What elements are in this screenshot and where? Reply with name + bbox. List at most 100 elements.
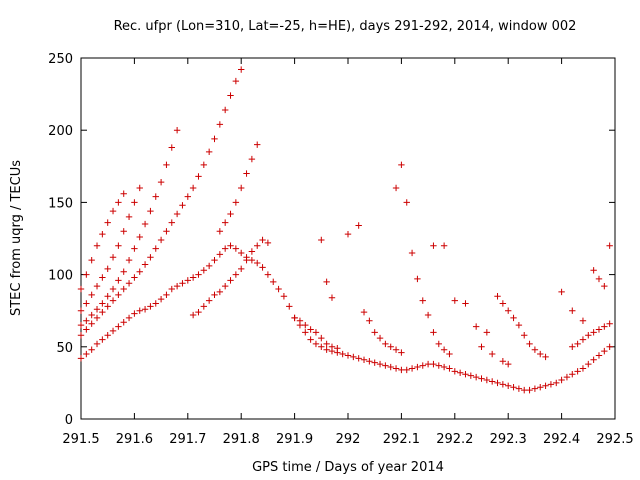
- data-point: [478, 375, 485, 382]
- x-tick-label: 291.5: [62, 432, 99, 447]
- data-point: [238, 66, 245, 73]
- data-point: [526, 386, 533, 394]
- data-point: [440, 363, 448, 371]
- data-point: [195, 173, 202, 180]
- data-point: [318, 334, 325, 342]
- data-point: [77, 285, 85, 293]
- data-point: [435, 362, 442, 369]
- data-point: [83, 317, 90, 325]
- data-point: [339, 350, 346, 358]
- x-tick-label: 292.2: [436, 432, 473, 447]
- data-point: [408, 365, 416, 372]
- data-point: [205, 262, 213, 270]
- data-point: [264, 271, 272, 278]
- data-point: [179, 202, 186, 209]
- data-point: [104, 303, 111, 310]
- data-point: [574, 368, 581, 375]
- data-point: [131, 245, 138, 252]
- data-point: [152, 193, 159, 200]
- data-point: [606, 320, 613, 327]
- data-point: [521, 386, 528, 394]
- data-point: [195, 308, 202, 316]
- data-point: [173, 127, 181, 134]
- data-point: [488, 378, 496, 385]
- data-point: [542, 382, 549, 389]
- x-tick-label: 292.5: [596, 432, 633, 447]
- data-point: [467, 372, 475, 379]
- data-point: [232, 77, 240, 85]
- data-point: [157, 236, 165, 244]
- data-point: [547, 381, 555, 388]
- data-point: [173, 282, 181, 290]
- data-point: [382, 340, 389, 348]
- data-point: [238, 249, 245, 257]
- data-point: [125, 213, 133, 221]
- data-point: [569, 343, 576, 350]
- data-point: [371, 329, 378, 336]
- data-point: [88, 311, 95, 319]
- data-point: [382, 362, 389, 369]
- data-point: [328, 294, 336, 301]
- data-point: [104, 219, 111, 226]
- data-point: [141, 306, 149, 313]
- data-point: [360, 308, 368, 316]
- y-axis: 0 50 100 150 200 250: [48, 52, 615, 428]
- data-point: [286, 303, 293, 310]
- data-point: [456, 369, 464, 376]
- data-point: [579, 365, 587, 372]
- data-point: [248, 155, 256, 163]
- data-point: [254, 242, 261, 249]
- y-tick-label: 150: [48, 196, 73, 211]
- data-point: [440, 346, 448, 353]
- data-point: [601, 323, 608, 330]
- data-point: [141, 220, 149, 228]
- data-point: [179, 280, 186, 287]
- data-point: [216, 228, 224, 235]
- data-point: [595, 352, 603, 359]
- x-axis: 291.5 291.6 291.7 291.8 291.9 292 292.1 292.2 29…: [62, 58, 634, 447]
- data-point: [157, 295, 165, 303]
- data-point: [446, 365, 453, 372]
- data-point: [569, 371, 576, 378]
- data-point: [104, 293, 111, 300]
- data-point: [307, 336, 314, 343]
- data-point: [109, 327, 117, 335]
- data-point: [296, 317, 304, 325]
- y-tick-label: 0: [65, 413, 73, 428]
- data-point: [254, 259, 261, 267]
- data-point: [387, 363, 394, 371]
- data-point: [392, 365, 400, 372]
- data-point: [141, 261, 149, 268]
- data-point: [168, 219, 175, 226]
- data-point: [505, 307, 512, 314]
- y-tick-label: 100: [48, 269, 73, 284]
- data-point: [221, 282, 229, 290]
- data-point: [232, 199, 240, 206]
- data-point: [136, 184, 143, 192]
- data-point: [350, 353, 357, 361]
- data-point: [131, 310, 138, 317]
- data-point: [574, 340, 581, 348]
- data-point: [227, 210, 234, 218]
- data-point: [99, 274, 106, 281]
- data-point: [494, 379, 501, 387]
- data-point: [227, 242, 234, 249]
- data-point: [328, 343, 336, 350]
- data-point: [243, 170, 250, 177]
- data-point: [216, 288, 224, 296]
- data-point: [168, 285, 175, 293]
- data-point: [163, 161, 170, 169]
- data-point: [430, 242, 437, 249]
- data-point: [211, 291, 218, 299]
- data-point: [323, 278, 330, 286]
- data-point: [77, 321, 85, 329]
- data-point: [227, 277, 234, 284]
- data-point: [302, 329, 309, 336]
- data-point: [430, 360, 437, 368]
- data-point: [168, 144, 175, 151]
- data-point: [243, 256, 250, 264]
- data-point: [510, 384, 517, 391]
- data-point: [189, 274, 197, 281]
- data-point: [189, 311, 197, 319]
